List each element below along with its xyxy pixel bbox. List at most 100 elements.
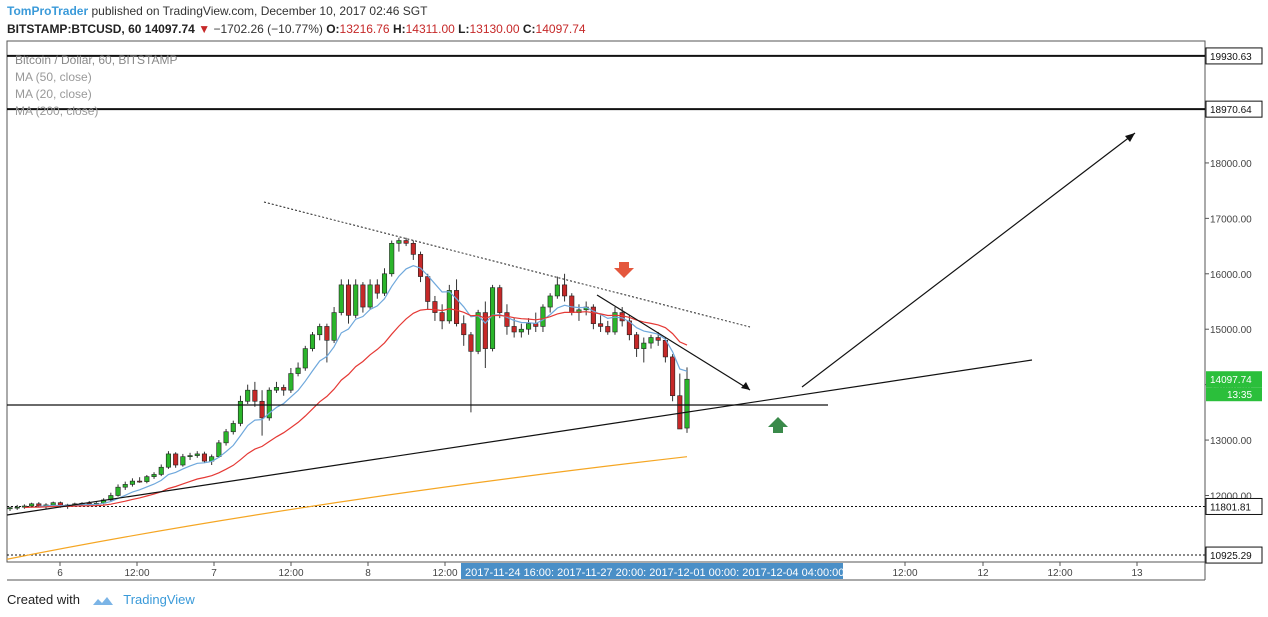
tradingview-link[interactable]: TradingView xyxy=(123,592,195,607)
candle-body xyxy=(367,284,373,308)
price-level-tag xyxy=(1205,497,1263,515)
plot-frame xyxy=(6,40,1206,563)
candle-body xyxy=(180,456,186,466)
candle-body xyxy=(252,389,258,402)
candle-body xyxy=(612,312,618,333)
candle-body xyxy=(547,295,553,308)
current-price-label: 14097.74 xyxy=(1210,375,1252,386)
candle-body xyxy=(590,306,596,324)
ma20-line xyxy=(38,265,688,507)
candle-body xyxy=(403,240,409,244)
candle-body xyxy=(223,431,229,444)
open-value: 13216.76 xyxy=(339,22,390,36)
candle-body xyxy=(482,312,488,349)
candle-body xyxy=(302,348,308,369)
candle-body xyxy=(475,312,481,352)
projection-arrow-line xyxy=(801,132,1136,388)
publish-line: TomProTrader published on TradingView.co… xyxy=(7,4,427,18)
legend-ma50[interactable]: MA (50, close) xyxy=(15,70,92,84)
down-arrow-icon: ▼ xyxy=(198,22,211,36)
y-tick-label: 15000.00 xyxy=(1210,325,1252,336)
candle-body xyxy=(511,326,517,333)
footer: Created with TradingView xyxy=(7,592,195,607)
candle-body xyxy=(634,334,640,349)
x-range-highlight xyxy=(461,563,843,579)
created-with-text: Created with xyxy=(7,592,80,607)
candle-body xyxy=(266,389,272,419)
candle-body xyxy=(230,423,236,433)
x-tick-label: 8 xyxy=(365,568,371,579)
price-level-tag xyxy=(1205,100,1263,118)
price-level-label: 10925.29 xyxy=(1210,551,1252,562)
x-tick-label: 13 xyxy=(1131,568,1143,579)
low-label: L: xyxy=(458,22,470,36)
price-level-label: 18970.64 xyxy=(1210,105,1252,116)
candle-body xyxy=(108,495,114,501)
candle-body xyxy=(273,387,280,391)
x-tick-label: 7 xyxy=(211,568,217,579)
candle-body xyxy=(425,276,431,302)
candle-body xyxy=(115,486,121,496)
candle-body xyxy=(605,326,611,333)
candle-body xyxy=(331,312,337,341)
price-level-label: 19930.63 xyxy=(1210,52,1252,63)
y-tick-label: 16000.00 xyxy=(1210,270,1252,281)
candle-body xyxy=(309,334,316,349)
candle-body xyxy=(194,453,200,456)
candle-body xyxy=(122,484,128,488)
candle-body xyxy=(468,334,474,352)
candle-body xyxy=(317,326,323,336)
candle-body xyxy=(237,400,244,424)
close-label: C: xyxy=(522,22,536,36)
candle-body xyxy=(187,455,193,457)
arrowhead-down xyxy=(741,382,750,390)
candle-body xyxy=(324,326,330,341)
candle-body xyxy=(173,453,179,466)
high-value: 14311.00 xyxy=(405,22,455,36)
candle-body xyxy=(338,284,344,313)
change-value: −1702.26 (−10.77%) xyxy=(213,22,323,36)
legend-ma200[interactable]: MA (200, close) xyxy=(15,104,99,118)
y-tick-label: 12000.00 xyxy=(1210,491,1252,502)
arrowhead-up xyxy=(1125,133,1135,142)
buy-arrow-icon xyxy=(768,417,788,433)
candle-body xyxy=(562,284,568,297)
candle-body xyxy=(288,373,294,391)
candle-body xyxy=(684,378,690,429)
candle-body xyxy=(29,503,35,507)
candle-body xyxy=(540,306,546,327)
candle-body xyxy=(626,320,632,336)
x-range-label: 2017-11-24 16:00: 2017-11-27 20:00: 2017… xyxy=(465,567,844,579)
symbol-line: BITSTAMP:BTCUSD, 60 14097.74 ▼ −1702.26 … xyxy=(7,22,586,36)
x-tick-label: 12:00 xyxy=(892,568,917,579)
candle-body xyxy=(7,507,13,510)
candle-body xyxy=(345,284,352,316)
candle-body xyxy=(245,389,251,402)
candle-body xyxy=(641,342,647,349)
x-tick-label: 12:00 xyxy=(278,568,303,579)
candle-body xyxy=(648,337,654,344)
candle-body xyxy=(14,506,20,509)
x-tick-label: 12:00 xyxy=(124,568,149,579)
candle-body xyxy=(432,301,438,313)
candle-body xyxy=(158,466,164,475)
high-label: H: xyxy=(392,22,406,36)
sell-arrow-icon xyxy=(614,262,634,278)
current-price-tag xyxy=(1206,371,1262,388)
candle-body xyxy=(281,387,287,391)
candle-body xyxy=(453,290,460,324)
countdown-label: 13:35 xyxy=(1227,390,1252,401)
candle-body xyxy=(360,284,366,308)
y-tick-label: 17000.00 xyxy=(1210,214,1252,225)
last-price: 14097.74 xyxy=(144,22,195,36)
candle-body xyxy=(151,474,157,477)
x-tick-label: 12 xyxy=(977,568,989,579)
x-tick-label: 6 xyxy=(57,568,63,579)
candle-body xyxy=(417,254,424,277)
candle-body xyxy=(216,442,222,457)
author-link[interactable]: TomProTrader xyxy=(7,4,89,18)
ma200-line xyxy=(6,456,688,560)
candle-body xyxy=(50,502,56,506)
legend-ma20[interactable]: MA (20, close) xyxy=(15,87,92,101)
